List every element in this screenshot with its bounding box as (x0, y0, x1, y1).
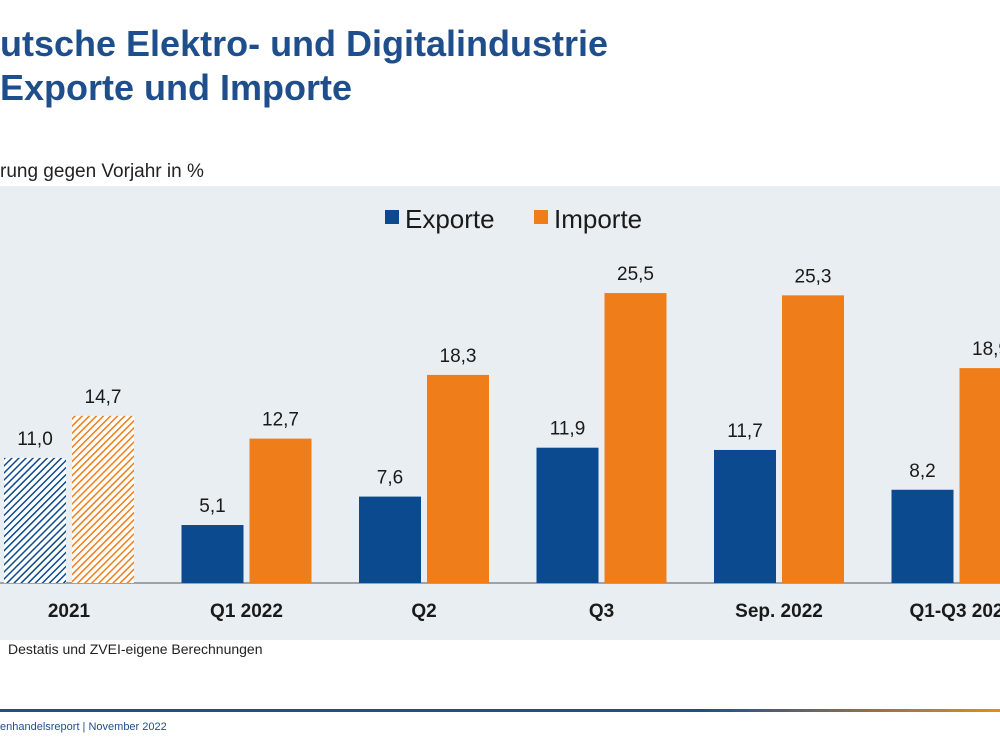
bar-importe (427, 374, 489, 583)
legend: Exporte Importe (385, 204, 642, 234)
legend-swatch-exporte (385, 210, 399, 224)
data-label-importe: 12,7 (262, 410, 299, 431)
bars: 11,0 14,7 2021 5,1 12,7 Q1 2022 7,6 18,3 Q2 11,9 2… (4, 264, 1000, 622)
footer-divider (0, 709, 1000, 712)
bar-exporte (181, 525, 244, 583)
data-label-importe: 18,3 (440, 346, 477, 367)
legend-label-exporte: Exporte (405, 204, 495, 234)
data-label-exporte: 5,1 (199, 496, 225, 517)
x-tick-label: Q1-Q3 202 (910, 601, 1000, 622)
chart-title: utsche Elektro- und Digitalindustrie (0, 23, 609, 64)
bar-importe (782, 295, 844, 583)
data-label-exporte: 11,7 (727, 421, 763, 442)
x-tick-label: 2021 (48, 601, 91, 622)
bar-exporte (4, 457, 66, 583)
x-tick-label: Q1 2022 (210, 601, 283, 622)
bar-importe (959, 368, 1000, 583)
x-tick-label: Q2 (411, 601, 436, 622)
data-label-importe: 14,7 (85, 387, 122, 408)
bar-importe (604, 293, 667, 583)
legend-label-importe: Importe (554, 204, 642, 234)
source-note: Destatis und ZVEI-eigene Berechnungen (8, 641, 263, 657)
bar-exporte (891, 489, 954, 583)
chart-subtitle: Exporte und Importe (0, 67, 353, 108)
legend-swatch-importe (534, 210, 548, 224)
bar-importe (249, 438, 312, 583)
plot-background (0, 186, 1000, 640)
footer-text: enhandelsreport | November 2022 (0, 721, 167, 733)
data-label-exporte: 7,6 (377, 468, 403, 489)
data-label-exporte: 11,0 (17, 429, 53, 450)
bar-exporte (714, 449, 776, 583)
data-label-exporte: 8,2 (909, 461, 935, 482)
x-tick-label: Sep. 2022 (735, 601, 823, 622)
bar-importe (72, 415, 134, 583)
data-label-importe: 18,9 (972, 339, 1000, 360)
bar-exporte (536, 447, 599, 583)
bar-chart: Exporte Importe 11,0 14,7 2021 5,1 12,7 Q1 20… (0, 186, 1000, 640)
y-axis-label: rung gegen Vorjahr in % (0, 161, 204, 182)
data-label-importe: 25,5 (617, 264, 654, 285)
x-tick-label: Q3 (589, 601, 614, 622)
data-label-importe: 25,3 (795, 266, 832, 287)
bar-exporte (359, 496, 421, 583)
data-label-exporte: 11,9 (550, 419, 586, 440)
